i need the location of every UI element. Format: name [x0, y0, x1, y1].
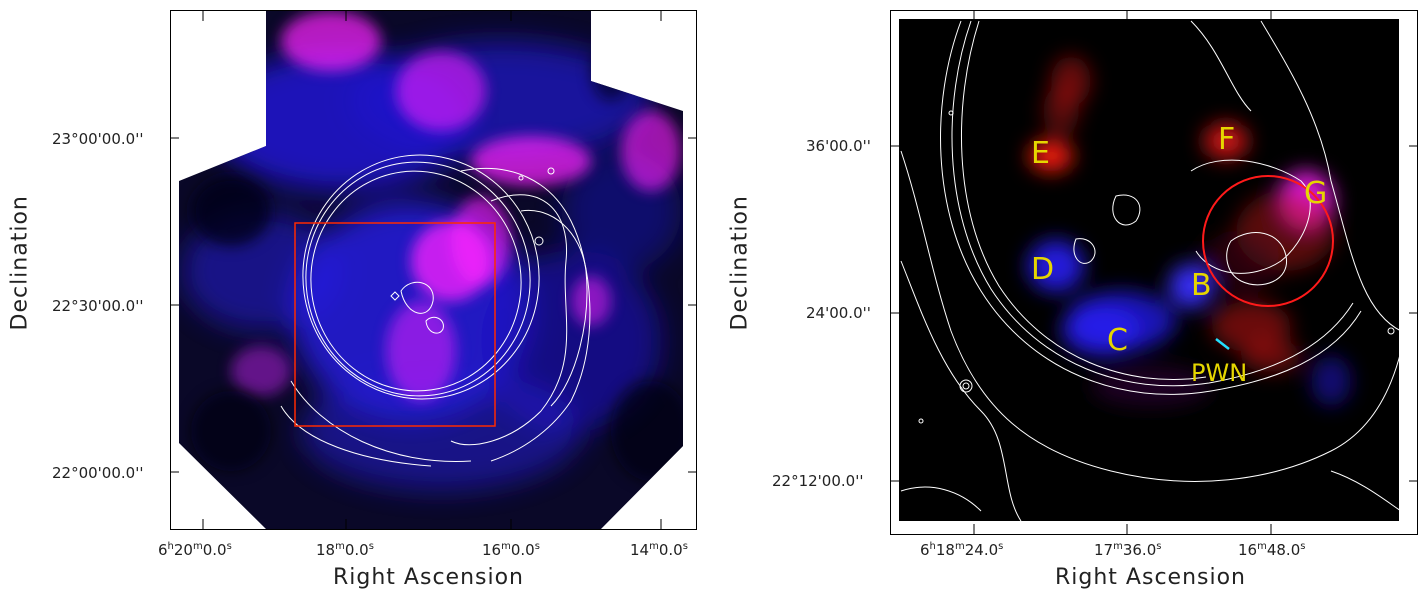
region-label-g: G — [1304, 176, 1328, 211]
right-y-axis-title: Declination — [727, 195, 753, 331]
left-panel: Declination 23°00'00.0'' 22°30'00.0'' 22… — [0, 0, 700, 595]
left-y-tick-label: 22°00'00.0'' — [52, 464, 144, 482]
right-x-tick-label: 17m36.0s — [1094, 541, 1162, 559]
left-y-axis-title: Declination — [7, 195, 33, 331]
left-x-tick-label: 16m0.0s — [482, 541, 540, 559]
left-zoom-box — [294, 222, 496, 427]
right-x-tick-label: 16m48.0s — [1238, 541, 1306, 559]
right-image-frame: E F G D B C PWN — [890, 10, 1418, 535]
left-x-tick-label: 14m0.0s — [630, 541, 688, 559]
region-label-b: B — [1191, 268, 1212, 303]
right-contours — [900, 20, 1402, 522]
right-y-tick-label: 22°12'00.0'' — [772, 472, 864, 490]
region-label-d: D — [1031, 252, 1055, 287]
left-tick-marks — [171, 11, 696, 529]
right-x-axis-title: Right Ascension — [1055, 565, 1246, 590]
pwn-label: PWN — [1191, 359, 1248, 387]
left-image-frame — [170, 10, 697, 530]
left-x-axis-title: Right Ascension — [333, 565, 524, 590]
left-x-tick-label: 6h20m0.0s — [158, 541, 232, 559]
left-x-tick-label: 18m0.0s — [316, 541, 374, 559]
right-panel: Declination 36'00.0'' 24'00.0'' 22°12'00… — [700, 0, 1425, 595]
right-red-circle — [1202, 175, 1334, 307]
left-sky-image — [179, 11, 683, 529]
right-y-tick-label: 36'00.0'' — [806, 137, 871, 155]
pwn-marker — [1215, 338, 1230, 350]
left-y-tick-label: 23°00'00.0'' — [52, 130, 144, 148]
region-label-f: F — [1218, 122, 1236, 157]
region-label-e: E — [1031, 136, 1050, 171]
right-y-tick-label: 24'00.0'' — [806, 304, 871, 322]
left-contours — [280, 154, 591, 467]
right-sky-image — [891, 11, 1417, 534]
right-x-tick-label: 6h18m24.0s — [920, 541, 1004, 559]
left-y-tick-label: 22°30'00.0'' — [52, 297, 144, 315]
region-label-c: C — [1107, 323, 1128, 358]
